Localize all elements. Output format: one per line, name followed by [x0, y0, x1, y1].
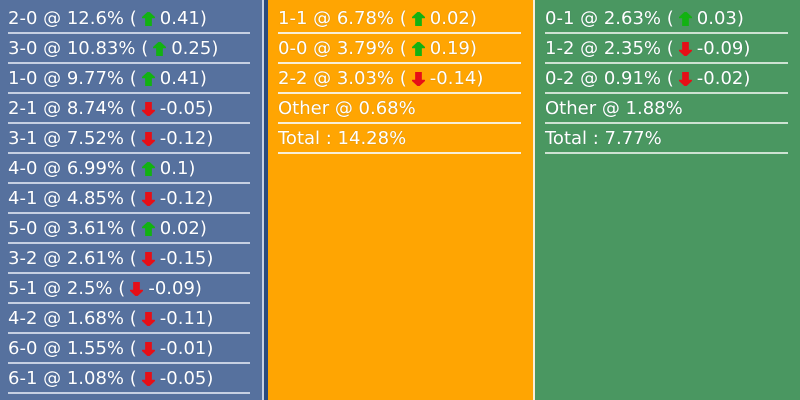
down-arrow-icon — [411, 71, 425, 86]
score-label: Total : 7.77% — [545, 127, 662, 149]
score-label: 4-1 @ 4.85% ( — [8, 187, 137, 209]
score-label: 2-2 @ 3.03% ( — [278, 67, 407, 89]
down-arrow-icon — [141, 101, 155, 116]
score-row: 2-1 @ 8.74% ( -0.05) — [8, 94, 250, 124]
score-row: 0-2 @ 0.91% ( -0.02) — [545, 64, 788, 94]
up-arrow-icon — [411, 41, 425, 56]
score-row: 1-2 @ 2.35% ( -0.09) — [545, 34, 788, 64]
score-label: 5-0 @ 3.61% ( — [8, 217, 137, 239]
down-arrow-icon — [141, 311, 155, 326]
down-arrow-icon — [678, 71, 692, 86]
change-value: 0.02) — [159, 217, 207, 239]
score-row: 1-1 @ 6.78% ( 0.02) — [278, 4, 521, 34]
score-row: 3-2 @ 2.61% ( -0.15) — [8, 244, 250, 274]
up-arrow-icon — [141, 71, 155, 86]
change-value: -0.09) — [696, 37, 751, 59]
down-arrow-icon — [141, 251, 155, 266]
down-arrow-icon — [141, 371, 155, 386]
up-arrow-icon — [141, 161, 155, 176]
score-label: Other @ 1.88% — [545, 97, 683, 119]
home-scores-column: 2-0 @ 12.6% ( 0.41) 3-0 @ 10.83% ( 0.25) 1-0… — [0, 0, 264, 400]
change-value: -0.12) — [159, 127, 214, 149]
down-arrow-icon — [130, 281, 144, 296]
score-label: 4-2 @ 1.68% ( — [8, 307, 137, 329]
change-value: 0.19) — [429, 37, 477, 59]
score-label: 0-0 @ 3.79% ( — [278, 37, 407, 59]
score-row: 0-1 @ 2.63% ( 0.03) — [545, 4, 788, 34]
change-value: 0.03) — [696, 7, 744, 29]
score-label: 1-2 @ 2.35% ( — [545, 37, 674, 59]
score-row: Other @ 1.88% — [545, 94, 788, 124]
score-label: 3-2 @ 2.61% ( — [8, 247, 137, 269]
score-label: 4-0 @ 6.99% ( — [8, 157, 137, 179]
up-arrow-icon — [678, 11, 692, 26]
score-row: 3-1 @ 7.52% ( -0.12) — [8, 124, 250, 154]
change-value: -0.01) — [159, 337, 214, 359]
score-label: 6-0 @ 1.55% ( — [8, 337, 137, 359]
score-row: Total : 7.77% — [545, 124, 788, 154]
score-label: 1-0 @ 9.77% ( — [8, 67, 137, 89]
down-arrow-icon — [141, 191, 155, 206]
down-arrow-icon — [678, 41, 692, 56]
score-row: Other @ 0.68% — [278, 94, 521, 124]
change-value: -0.05) — [159, 97, 214, 119]
score-label: 3-1 @ 7.52% ( — [8, 127, 137, 149]
change-value: 0.25) — [171, 37, 219, 59]
change-value: -0.02) — [696, 67, 751, 89]
score-row: 4-1 @ 4.85% ( -0.12) — [8, 184, 250, 214]
score-row: 2-2 @ 3.03% ( -0.14) — [278, 64, 521, 94]
change-value: 0.1) — [159, 157, 196, 179]
score-label: 2-1 @ 8.74% ( — [8, 97, 137, 119]
change-value: -0.11) — [159, 307, 214, 329]
change-value: -0.15) — [159, 247, 214, 269]
score-label: Other @ 0.68% — [278, 97, 416, 119]
score-row: Total : 14.28% — [278, 124, 521, 154]
up-arrow-icon — [141, 11, 155, 26]
score-label: Total : 14.28% — [278, 127, 407, 149]
score-row: 4-2 @ 1.68% ( -0.11) — [8, 304, 250, 334]
change-value: -0.09) — [148, 277, 202, 299]
score-row: 6-1 @ 1.08% ( -0.05) — [8, 364, 250, 394]
score-label: 0-1 @ 2.63% ( — [545, 7, 674, 29]
score-label: 2-0 @ 12.6% ( — [8, 7, 137, 29]
score-row: 3-0 @ 10.83% ( 0.25) — [8, 34, 250, 64]
score-label: 5-1 @ 2.5% ( — [8, 277, 126, 299]
score-row: 5-1 @ 2.5% ( -0.09) — [8, 274, 250, 304]
draw-scores-column: 1-1 @ 6.78% ( 0.02) 0-0 @ 3.79% ( 0.19) 2-2 … — [268, 0, 535, 400]
change-value: 0.41) — [159, 7, 207, 29]
score-row: 0-0 @ 3.79% ( 0.19) — [278, 34, 521, 64]
down-arrow-icon — [141, 341, 155, 356]
score-label: 1-1 @ 6.78% ( — [278, 7, 407, 29]
down-arrow-icon — [141, 131, 155, 146]
change-value: -0.12) — [159, 187, 214, 209]
up-arrow-icon — [141, 221, 155, 236]
score-row: 1-0 @ 9.77% ( 0.41) — [8, 64, 250, 94]
score-row: 2-0 @ 12.6% ( 0.41) — [8, 4, 250, 34]
score-row: 6-0 @ 1.55% ( -0.01) — [8, 334, 250, 364]
change-value: 0.41) — [159, 67, 207, 89]
up-arrow-icon — [153, 41, 167, 56]
score-label: 6-1 @ 1.08% ( — [8, 367, 137, 389]
up-arrow-icon — [411, 11, 425, 26]
score-label: 0-2 @ 0.91% ( — [545, 67, 674, 89]
change-value: 0.02) — [429, 7, 477, 29]
score-row: 5-0 @ 3.61% ( 0.02) — [8, 214, 250, 244]
away-scores-column: 0-1 @ 2.63% ( 0.03) 1-2 @ 2.35% ( -0.09) 0-2… — [535, 0, 800, 400]
score-row: 4-0 @ 6.99% ( 0.1) — [8, 154, 250, 184]
score-label: 3-0 @ 10.83% ( — [8, 37, 149, 59]
change-value: -0.14) — [429, 67, 484, 89]
change-value: -0.05) — [159, 367, 214, 389]
